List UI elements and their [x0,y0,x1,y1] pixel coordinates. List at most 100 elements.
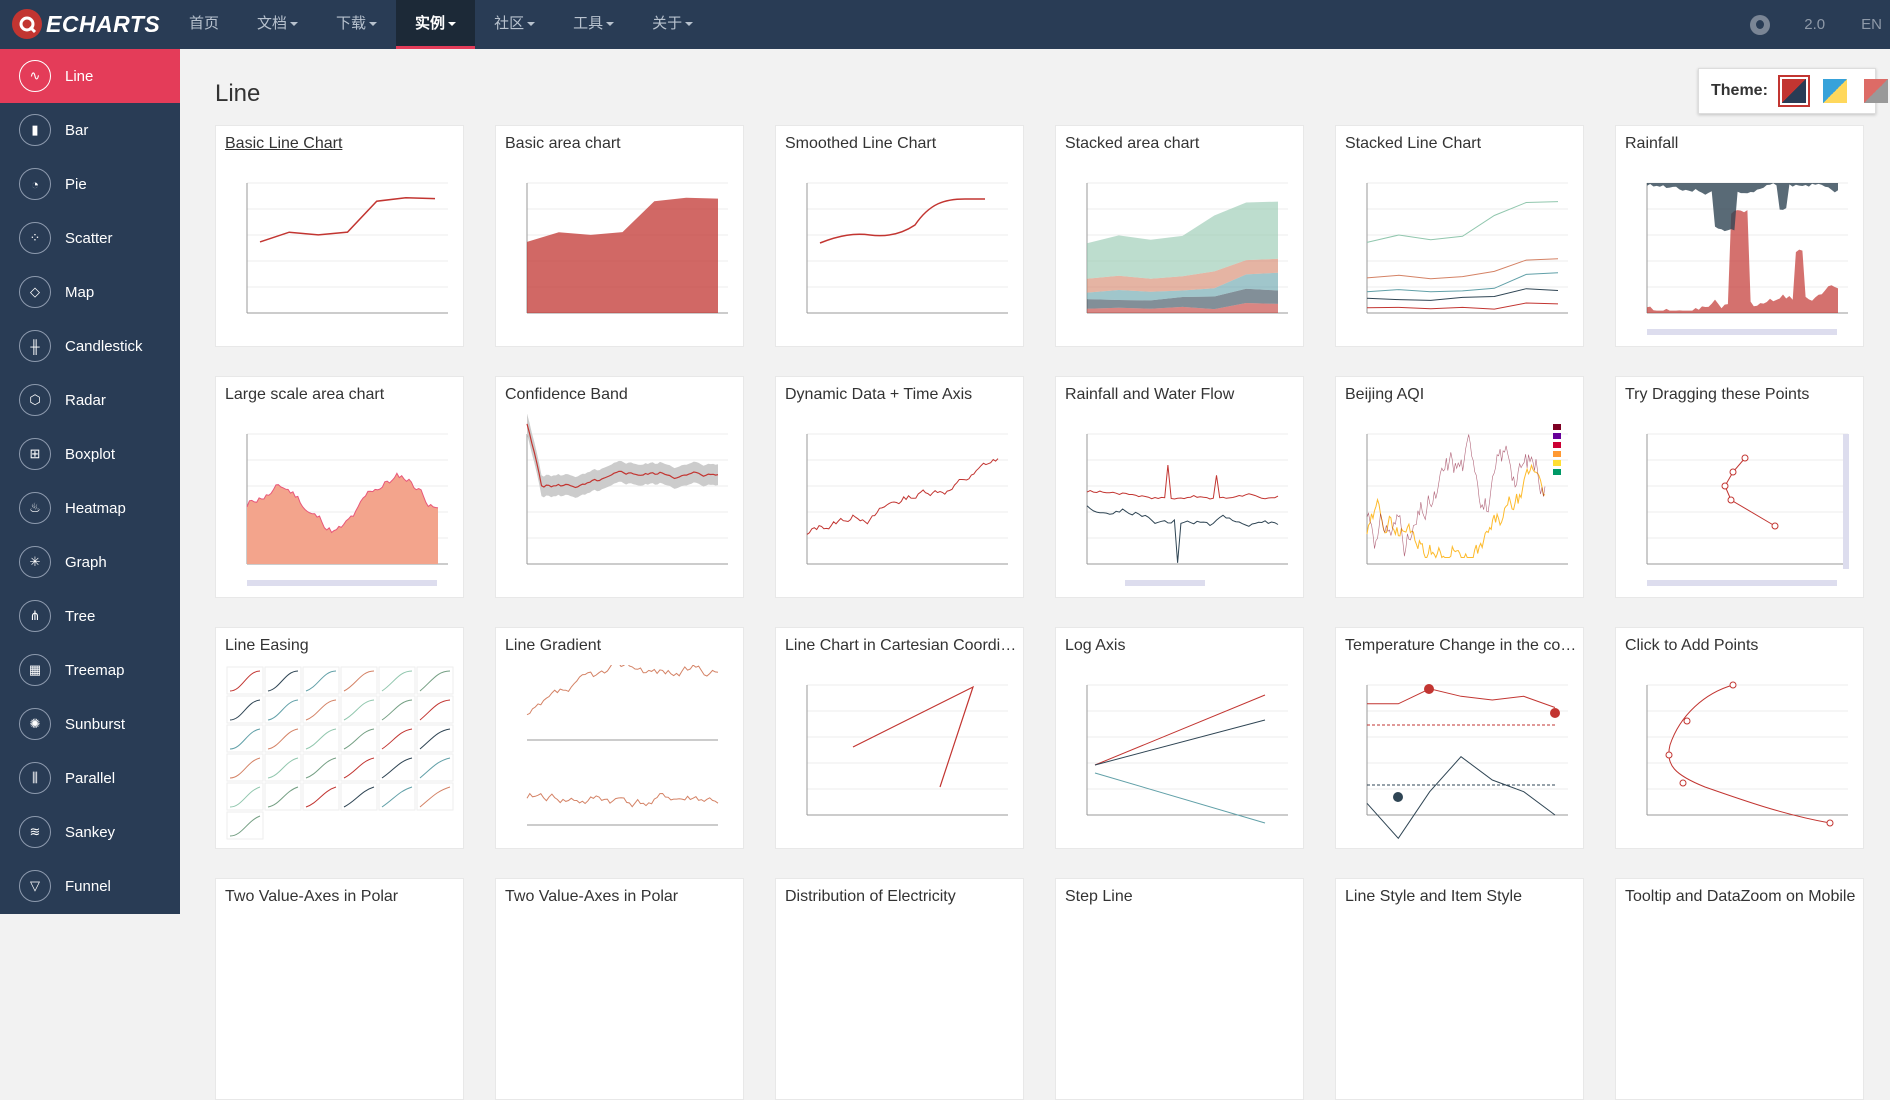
example-thumbnail[interactable] [225,163,458,343]
sidebar-item-heatmap[interactable]: ♨ Heatmap [0,481,180,535]
example-card[interactable]: Line Easing [215,627,464,849]
example-card[interactable]: Line Style and Item Style [1335,878,1584,1100]
example-card[interactable]: Distribution of Electricity [775,878,1024,1100]
theme-default-icon[interactable] [1777,75,1810,107]
example-thumbnail[interactable] [1625,163,1858,343]
example-card-title[interactable]: Basic area chart [505,135,621,152]
example-card-title[interactable]: Line Easing [225,637,309,654]
sidebar-item-funnel[interactable]: ▽ Funnel [0,859,180,913]
sidebar-item-parallel[interactable]: ⫼ Parallel [0,751,180,805]
example-card[interactable]: Beijing AQI [1335,376,1584,598]
theme-light-icon[interactable] [1819,75,1851,107]
example-card[interactable]: Confidence Band [495,376,744,598]
example-card-title[interactable]: Line Gradient [505,637,602,654]
example-card-title[interactable]: Large scale area chart [225,386,385,403]
example-thumbnail[interactable] [1065,665,1298,845]
example-card[interactable]: Smoothed Line Chart [775,125,1024,347]
example-card-title[interactable]: Try Dragging these Points [1625,386,1810,403]
graph-icon: ✳ [19,546,51,578]
nav-item-6[interactable]: 关于 [633,0,712,49]
example-card[interactable]: Stacked Line Chart [1335,125,1584,347]
example-card[interactable]: Line Gradient [495,627,744,849]
example-thumbnail[interactable] [505,163,738,343]
example-card[interactable]: Basic area chart [495,125,744,347]
sidebar-item-radar[interactable]: ⬡ Radar [0,373,180,427]
example-card-title[interactable]: Two Value-Axes in Polar [225,888,399,905]
example-thumbnail[interactable] [505,414,738,594]
example-card-title[interactable]: Line Chart in Cartesian Coordinate Syste… [785,637,1018,654]
sidebar-item-scatter[interactable]: ⁘ Scatter [0,211,180,265]
nav-item-1[interactable]: 文档 [238,0,317,49]
examples-main: Line Theme: Basic Line Chart Basic area c… [180,49,1890,1100]
sidebar-item-tree[interactable]: ⋔ Tree [0,589,180,643]
example-thumbnail[interactable] [505,665,738,845]
example-card-title[interactable]: Rainfall [1625,135,1679,152]
example-card[interactable]: Two Value-Axes in Polar [215,878,464,1100]
swatch-fill [1863,79,1888,103]
example-thumbnail[interactable] [1625,665,1858,845]
example-thumbnail[interactable] [1345,163,1578,343]
example-thumbnail[interactable] [1345,414,1578,594]
example-card[interactable]: Try Dragging these Points [1615,376,1864,598]
example-thumbnail[interactable] [225,665,458,845]
sidebar-item-bar[interactable]: ▮ Bar [0,103,180,157]
example-card[interactable]: Large scale area chart [215,376,464,598]
example-card-title[interactable]: Click to Add Points [1625,637,1759,654]
example-card[interactable]: Two Value-Axes in Polar [495,878,744,1100]
nav-item-5[interactable]: 工具 [554,0,633,49]
example-card-title[interactable]: Temperature Change in the coming week [1345,637,1578,654]
example-card[interactable]: Step Line [1055,878,1304,1100]
example-card[interactable]: Stacked area chart [1055,125,1304,347]
sidebar-item-line[interactable]: ∿ Line [0,49,180,103]
example-thumbnail[interactable] [1065,414,1298,594]
example-thumbnail[interactable] [1625,414,1858,594]
sidebar-item-sunburst[interactable]: ✺ Sunburst [0,697,180,751]
example-card-title[interactable]: Stacked area chart [1065,135,1200,152]
sidebar-item-sankey[interactable]: ≋ Sankey [0,805,180,859]
example-card-title[interactable]: Confidence Band [505,386,628,403]
sidebar-item-candlestick[interactable]: ╫ Candlestick [0,319,180,373]
example-card[interactable]: Temperature Change in the coming week [1335,627,1584,849]
example-card[interactable]: Dynamic Data + Time Axis [775,376,1024,598]
example-card-title[interactable]: Step Line [1065,888,1133,905]
sidebar-item-pie[interactable]: ◔ Pie [0,157,180,211]
nav-item-4[interactable]: 社区 [475,0,554,49]
example-thumbnail[interactable] [1345,665,1578,845]
example-thumbnail[interactable] [785,163,1018,343]
example-card[interactable]: Line Chart in Cartesian Coordinate Syste… [775,627,1024,849]
example-card[interactable]: Rainfall [1615,125,1864,347]
example-card-title[interactable]: Two Value-Axes in Polar [505,888,679,905]
example-card[interactable]: Click to Add Points [1615,627,1864,849]
sidebar-item-map[interactable]: ◇ Map [0,265,180,319]
sidebar-item-boxplot[interactable]: ⊞ Boxplot [0,427,180,481]
sidebar-item-treemap[interactable]: ▦ Treemap [0,643,180,697]
example-card[interactable]: Tooltip and DataZoom on Mobile [1615,878,1864,1100]
example-card[interactable]: Rainfall and Water Flow [1055,376,1304,598]
nav-item-2[interactable]: 下载 [317,0,396,49]
example-card-title[interactable]: Distribution of Electricity [785,888,956,905]
sidebar-item-label: Pie [65,175,87,193]
example-card-title[interactable]: Basic Line Chart [225,135,343,152]
example-card-title[interactable]: Line Style and Item Style [1345,888,1522,905]
nav-item-3[interactable]: 实例 [396,0,476,49]
nav-item-0[interactable]: 首页 [170,0,238,49]
example-thumbnail[interactable] [785,414,1018,594]
example-card-title[interactable]: Tooltip and DataZoom on Mobile [1625,888,1856,905]
version-link[interactable]: 2.0 [1804,16,1826,33]
example-thumbnail[interactable] [225,414,458,594]
language-switch[interactable]: EN [1861,16,1882,33]
example-card-title[interactable]: Smoothed Line Chart [785,135,937,152]
example-card[interactable]: Basic Line Chart [215,125,464,347]
example-thumbnail[interactable] [785,665,1018,845]
echarts-logo[interactable]: ECHARTS [12,9,160,39]
example-card-title[interactable]: Log Axis [1065,637,1126,654]
sidebar-item-graph[interactable]: ✳ Graph [0,535,180,589]
github-icon[interactable] [1750,14,1771,35]
example-card-title[interactable]: Beijing AQI [1345,386,1425,403]
theme-dark-icon[interactable] [1860,75,1890,107]
example-card[interactable]: Log Axis [1055,627,1304,849]
example-card-title[interactable]: Stacked Line Chart [1345,135,1482,152]
example-card-title[interactable]: Dynamic Data + Time Axis [785,386,973,403]
example-card-title[interactable]: Rainfall and Water Flow [1065,386,1235,403]
example-thumbnail[interactable] [1065,163,1298,343]
